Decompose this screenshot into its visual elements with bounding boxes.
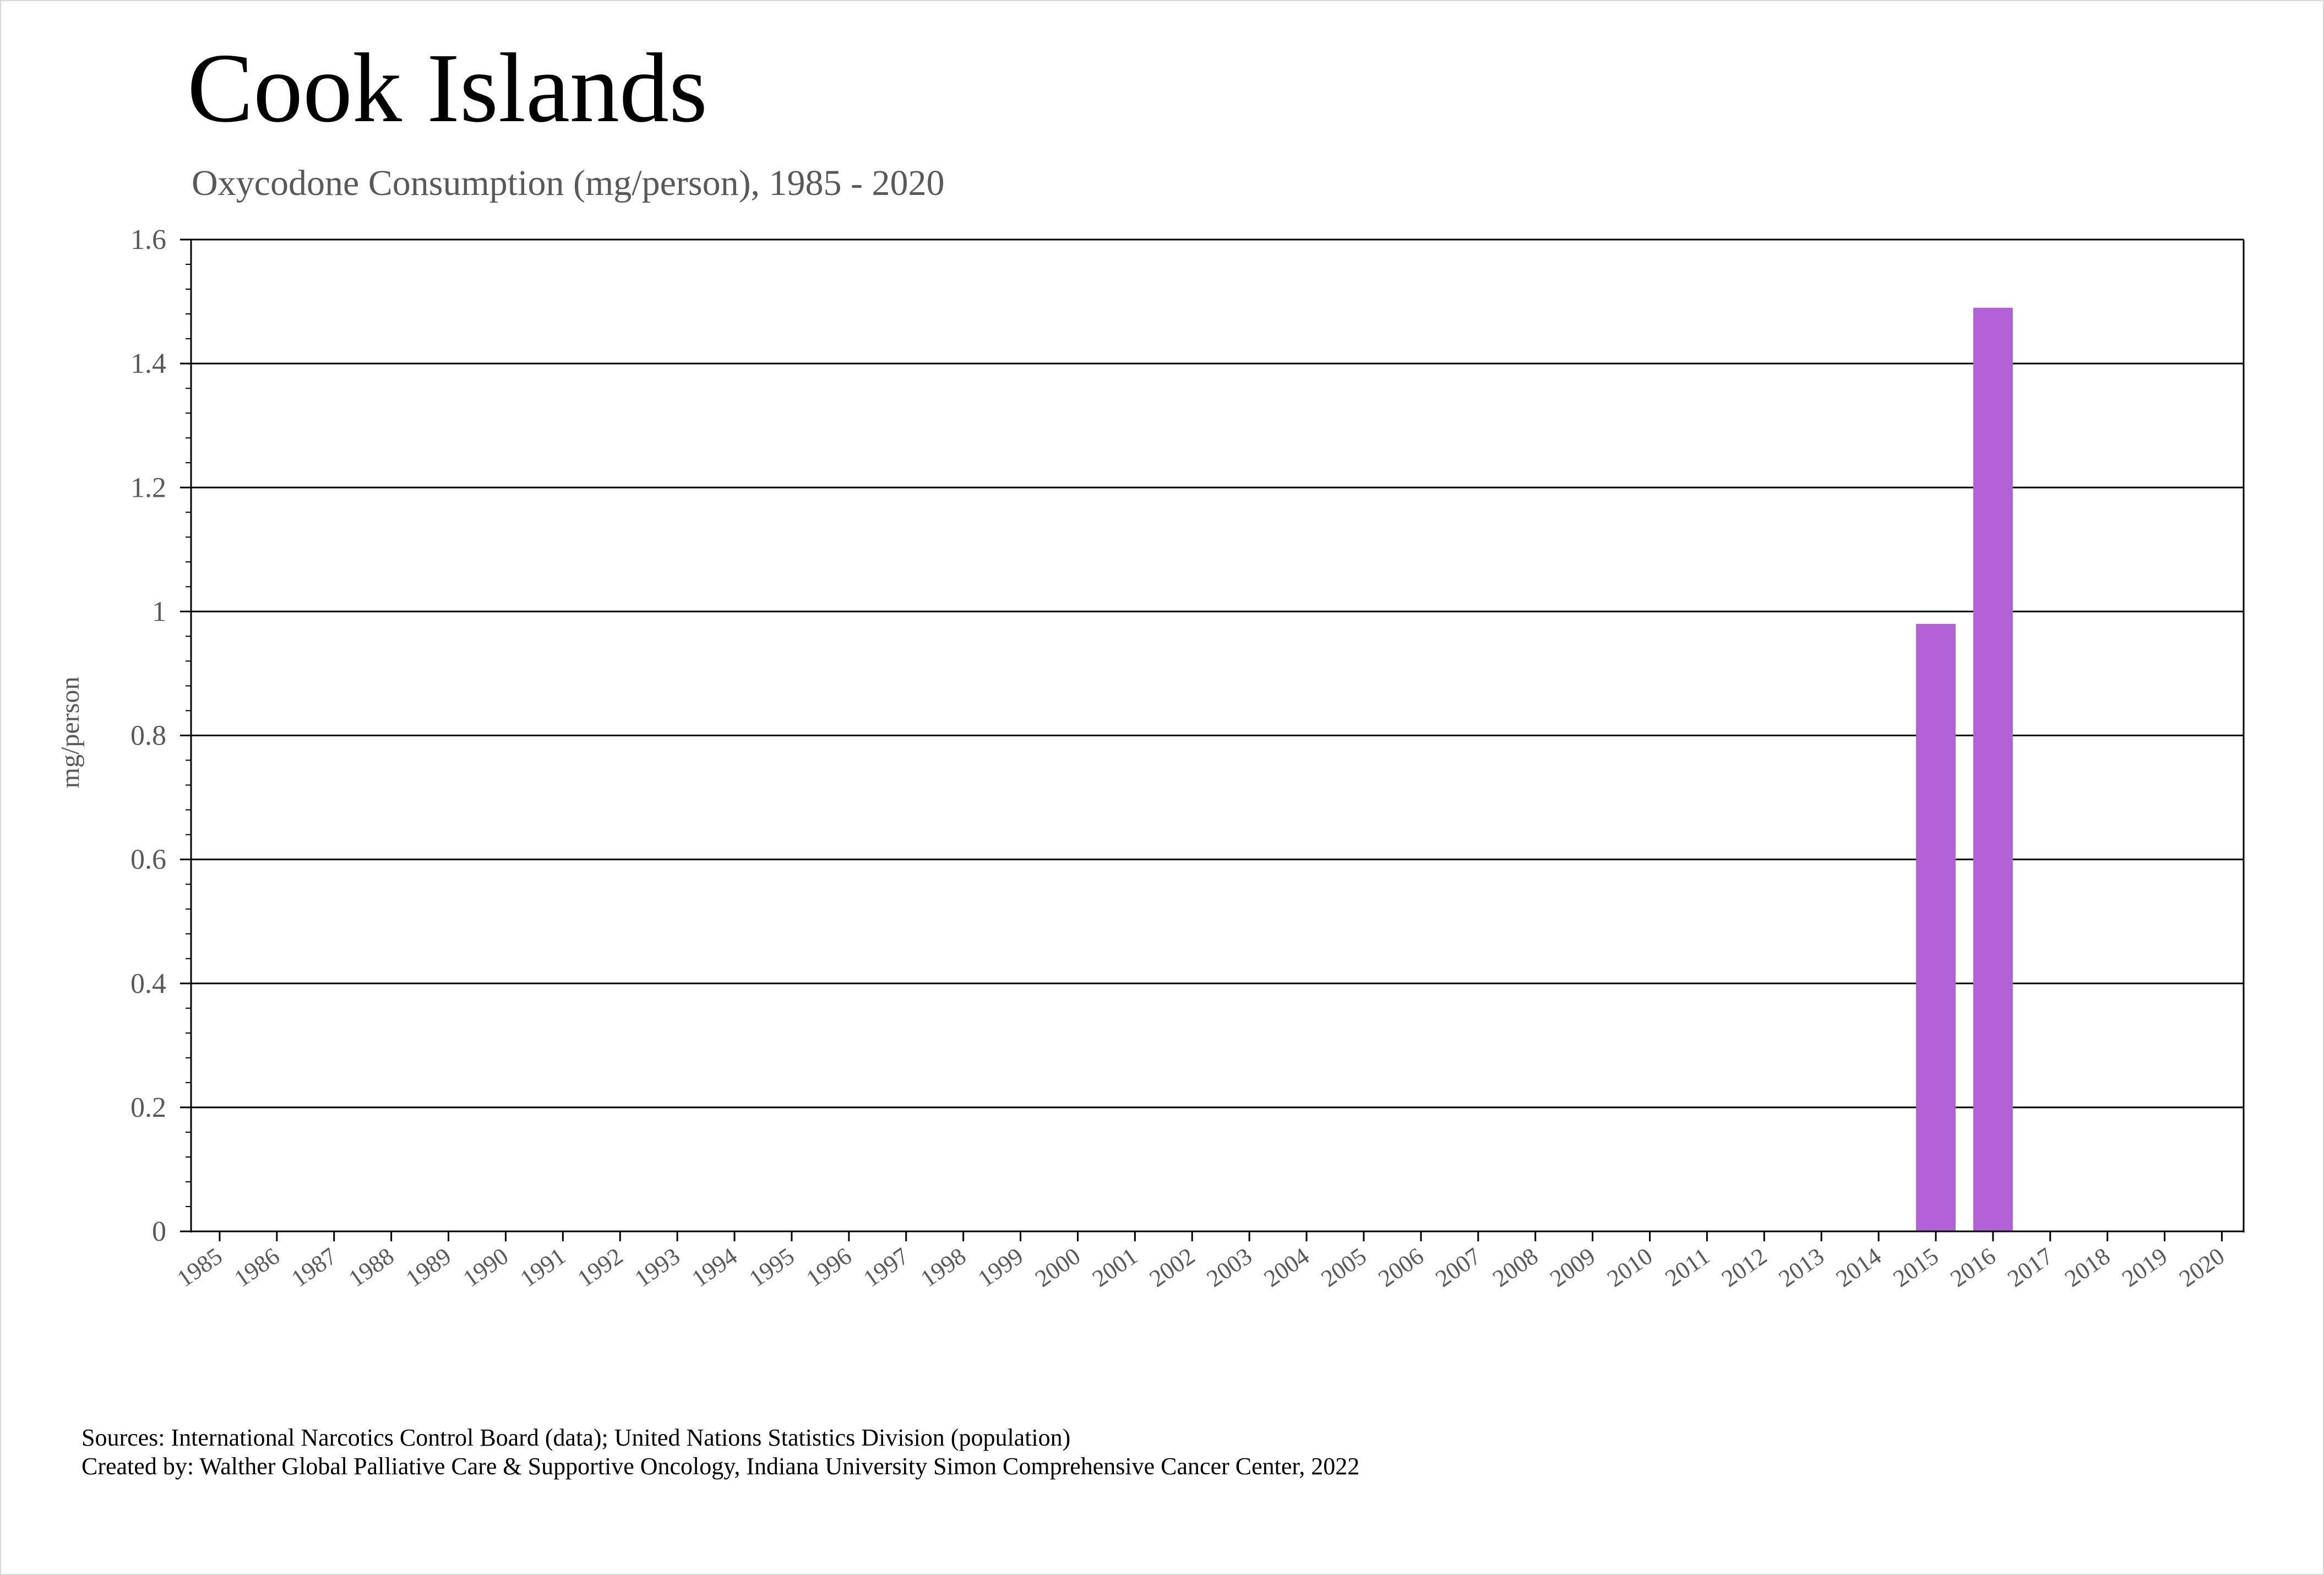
y-tick-label: 1.4 (130, 348, 166, 379)
y-tick-label: 0.2 (130, 1092, 166, 1123)
chart-subtitle: Oxycodone Consumption (mg/person), 1985 … (192, 163, 945, 203)
x-tick-label: 1986 (229, 1242, 284, 1292)
x-tick-label: 2019 (2117, 1242, 2172, 1292)
x-tick-label: 1997 (858, 1242, 913, 1292)
x-tick-label: 2020 (2174, 1242, 2229, 1292)
x-tick-label: 2015 (1888, 1242, 1943, 1292)
x-tick-label: 1993 (630, 1242, 685, 1292)
bar-2016 (1973, 307, 2013, 1231)
x-tick-label: 2002 (1145, 1242, 1200, 1292)
x-tick-label: 2014 (1831, 1242, 1886, 1292)
y-tick-labels: 0 0.2 0.4 0.6 0.8 1 1.2 1.4 1.6 (130, 224, 166, 1247)
x-tick-label: 1989 (401, 1242, 456, 1292)
y-tick-label: 0 (152, 1216, 166, 1247)
x-tick-label: 1999 (973, 1242, 1028, 1292)
axes (180, 238, 2245, 1241)
x-tick-label: 1998 (916, 1242, 971, 1292)
x-tick-label: 2017 (2002, 1242, 2058, 1292)
x-tick-label: 2001 (1087, 1242, 1142, 1292)
x-tick-label: 1990 (458, 1242, 513, 1292)
y-tick-label: 0.4 (130, 968, 166, 1000)
bar-2015 (1915, 623, 1956, 1231)
chart-title: Cook Islands (187, 33, 707, 143)
x-tick-label: 2006 (1373, 1242, 1428, 1292)
x-tick-label: 2018 (2060, 1242, 2115, 1292)
y-axis-label: mg/person (56, 677, 85, 789)
x-tick-label: 2012 (1717, 1242, 1772, 1292)
x-tick-label: 2008 (1488, 1242, 1543, 1292)
x-tick-label: 1992 (573, 1242, 628, 1292)
x-tick-label: 2003 (1202, 1242, 1257, 1292)
x-tick-label: 2013 (1774, 1242, 1829, 1292)
x-tick-label: 1994 (687, 1242, 742, 1292)
x-tick-label: 2011 (1660, 1242, 1715, 1292)
x-tick-label: 1987 (286, 1242, 341, 1292)
y-tick-label: 0.8 (130, 720, 166, 752)
x-tick-label: 2000 (1030, 1242, 1085, 1292)
x-tick-label: 2009 (1545, 1242, 1600, 1292)
footer: Sources: International Narcotics Control… (81, 1424, 1359, 1481)
x-tick-label: 1991 (515, 1242, 570, 1292)
y-tick-label: 1.6 (130, 224, 166, 256)
x-tick-label: 2005 (1316, 1242, 1371, 1292)
y-tick-label: 0.6 (130, 844, 166, 876)
sources-note: Sources: International Narcotics Control… (81, 1424, 1071, 1451)
gridlines (191, 238, 2244, 1109)
y-tick-label: 1 (152, 596, 166, 627)
credits-note: Created by: Walther Global Palliative Ca… (81, 1453, 1360, 1480)
x-tick-label: 1996 (801, 1242, 856, 1292)
x-tick-label: 1988 (344, 1242, 399, 1292)
x-tick-label: 2007 (1430, 1242, 1485, 1292)
x-tick-label: 1995 (744, 1242, 799, 1292)
x-tick-label: 1985 (172, 1242, 227, 1292)
bars (1915, 307, 2013, 1231)
x-tick-label: 2010 (1602, 1242, 1657, 1292)
x-tick-label: 2004 (1259, 1242, 1314, 1292)
x-tick-labels: 1985 1986 1987 1988 1989 1990 1991 1992 1993 1994… (172, 1242, 2229, 1292)
y-tick-label: 1.2 (130, 472, 166, 503)
x-tick-label: 2016 (1945, 1242, 2000, 1292)
